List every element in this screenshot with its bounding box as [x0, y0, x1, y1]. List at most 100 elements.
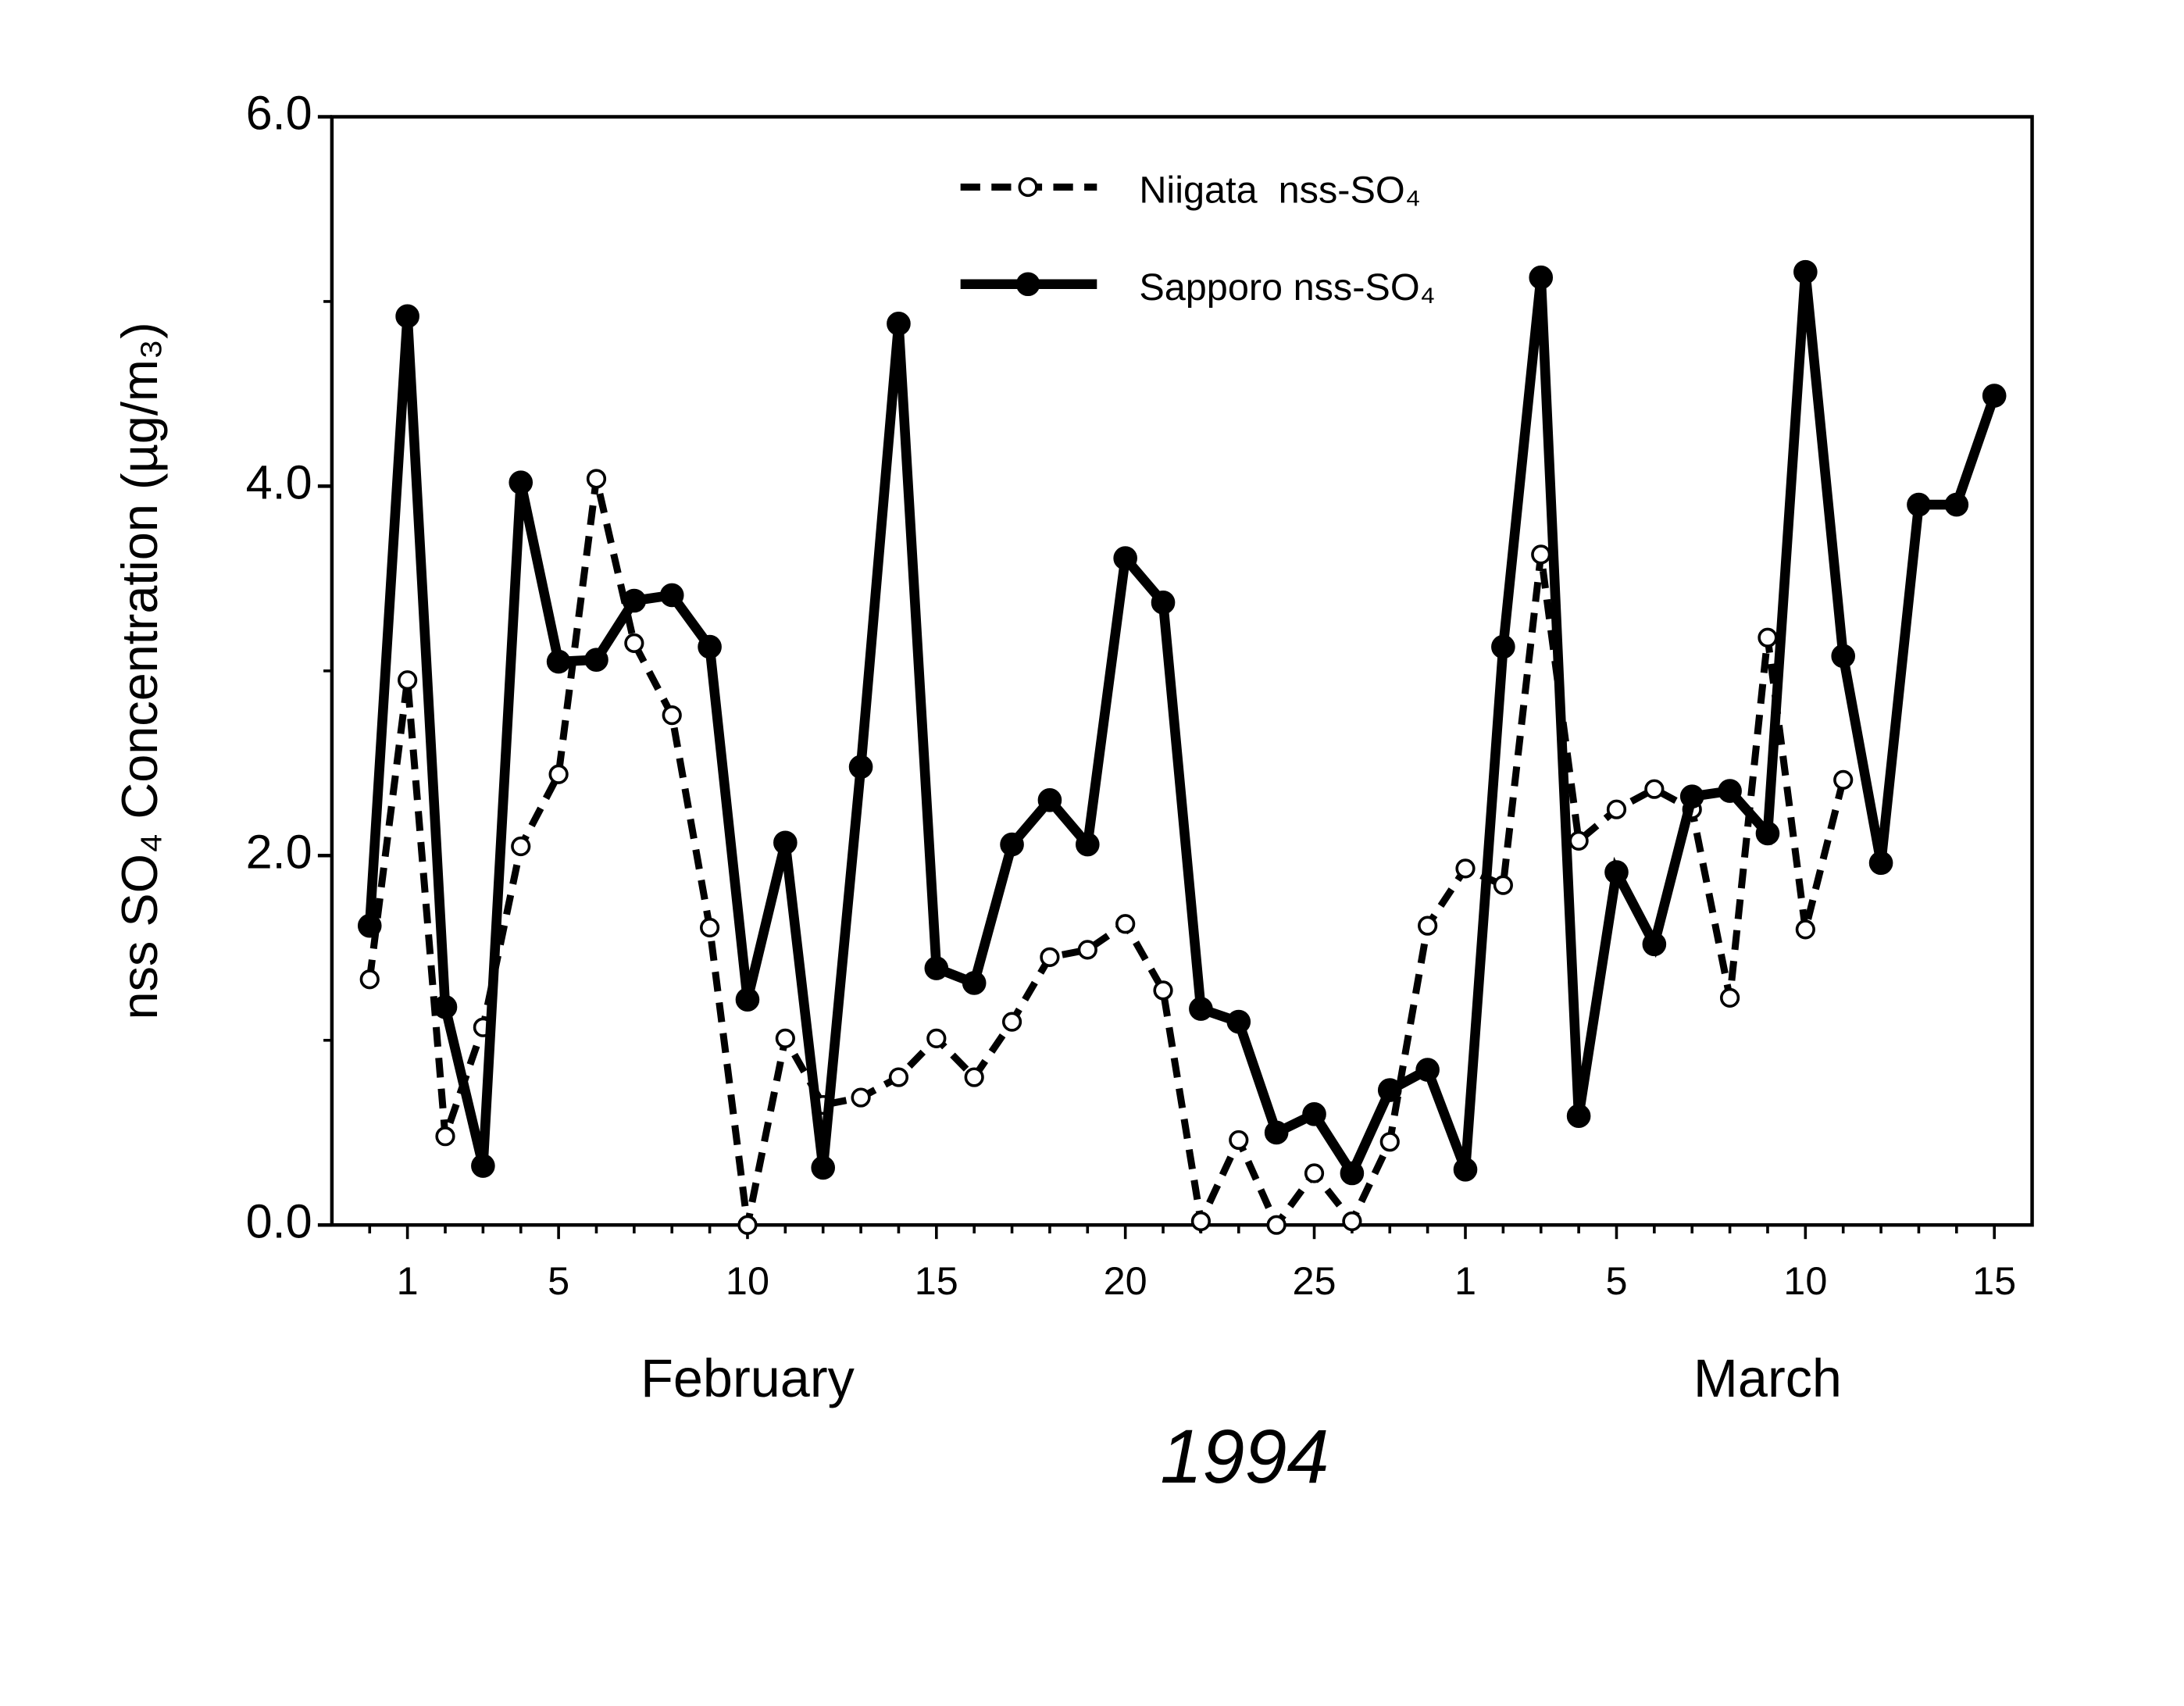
data-point	[1529, 265, 1554, 290]
data-point	[1229, 1130, 1249, 1151]
data-point	[398, 670, 418, 691]
data-point	[962, 971, 987, 995]
data-point	[1340, 1161, 1365, 1186]
data-point	[1189, 997, 1213, 1021]
data-point	[811, 1155, 836, 1180]
data-point	[1604, 860, 1629, 884]
data-point	[471, 1154, 495, 1178]
data-point	[1679, 784, 1704, 808]
data-point	[1755, 821, 1780, 846]
data-point	[1944, 492, 1969, 517]
data-point	[1606, 799, 1627, 819]
data-point	[1566, 1104, 1591, 1128]
y-axis-label: nss SO₄ Concentration (µg/m₃)	[111, 322, 168, 1019]
legend-label: Sapporo nss-SO₄	[1139, 266, 1435, 309]
data-point	[735, 987, 760, 1012]
data-point	[1793, 259, 1818, 284]
legend-marker	[1018, 177, 1038, 198]
data-point	[1151, 591, 1176, 615]
data-point	[395, 304, 419, 329]
data-point	[624, 633, 644, 653]
month-label: February	[641, 1349, 855, 1408]
data-point	[1037, 788, 1062, 812]
data-point	[699, 917, 720, 938]
legend-marker	[1015, 272, 1040, 297]
data-point	[698, 634, 722, 659]
x-axis-label: 1994	[1160, 1414, 1329, 1499]
month-label: March	[1693, 1349, 1842, 1408]
x-tick-label: 25	[1292, 1258, 1336, 1303]
data-point	[433, 994, 458, 1019]
data-point	[1304, 1163, 1325, 1183]
data-point	[1418, 915, 1438, 936]
x-tick-label: 10	[1783, 1258, 1827, 1303]
data-point	[586, 469, 607, 489]
data-point	[546, 649, 571, 674]
data-point	[888, 1067, 909, 1087]
data-point	[851, 1087, 871, 1108]
data-point	[1833, 769, 1854, 790]
data-point	[1302, 1102, 1326, 1126]
series-line	[364, 271, 2000, 1184]
data-point	[1568, 830, 1589, 851]
data-point	[848, 755, 873, 780]
data-point	[1190, 1211, 1212, 1232]
data-point	[775, 1028, 795, 1048]
data-point	[1795, 919, 1815, 940]
x-tick-label: 1	[1454, 1258, 1476, 1303]
data-point	[1077, 940, 1097, 960]
data-point	[1113, 546, 1137, 570]
data-point	[1000, 832, 1024, 857]
data-point	[1075, 832, 1100, 857]
data-point	[1831, 644, 1856, 669]
data-point	[773, 830, 798, 855]
data-point	[357, 913, 382, 938]
data-point	[511, 836, 531, 857]
data-point	[622, 588, 647, 613]
data-point	[359, 969, 380, 990]
data-point	[1491, 634, 1515, 659]
data-point	[1115, 914, 1136, 934]
data-point	[1455, 858, 1476, 879]
data-point	[1415, 1058, 1440, 1082]
data-point	[1644, 779, 1665, 799]
data-point	[1040, 947, 1060, 967]
data-point	[1226, 1009, 1251, 1034]
data-point	[964, 1067, 984, 1087]
data-point	[509, 470, 534, 494]
data-point	[662, 705, 682, 726]
data-point	[1453, 1157, 1478, 1182]
series-line	[366, 477, 1847, 1233]
data-point	[435, 1126, 455, 1147]
data-point	[926, 1028, 947, 1048]
x-tick-label: 15	[1972, 1258, 2016, 1303]
data-point	[1531, 544, 1551, 565]
data-point	[1719, 987, 1740, 1008]
data-point	[1907, 492, 1931, 517]
y-tick-label: 6.0	[246, 87, 312, 140]
data-point	[924, 956, 949, 980]
data-point	[1001, 1012, 1022, 1032]
x-tick-label: 1	[397, 1258, 419, 1303]
x-tick-label: 5	[1605, 1258, 1627, 1303]
y-tick-label: 0.0	[246, 1194, 312, 1247]
data-point	[1868, 851, 1893, 876]
data-point	[1377, 1078, 1402, 1102]
data-point	[1982, 384, 2007, 408]
data-point	[548, 764, 569, 784]
data-point	[1264, 1120, 1289, 1145]
y-tick-label: 2.0	[246, 825, 312, 878]
x-tick-label: 5	[548, 1258, 569, 1303]
x-tick-label: 15	[915, 1258, 958, 1303]
data-point	[1266, 1215, 1286, 1235]
data-point	[659, 583, 684, 608]
x-tick-label: 10	[726, 1258, 769, 1303]
x-tick-label: 20	[1104, 1258, 1147, 1303]
data-point	[1718, 779, 1742, 803]
data-point	[737, 1215, 758, 1235]
data-point	[1642, 932, 1667, 957]
data-point	[584, 648, 608, 672]
data-point	[1493, 875, 1513, 895]
